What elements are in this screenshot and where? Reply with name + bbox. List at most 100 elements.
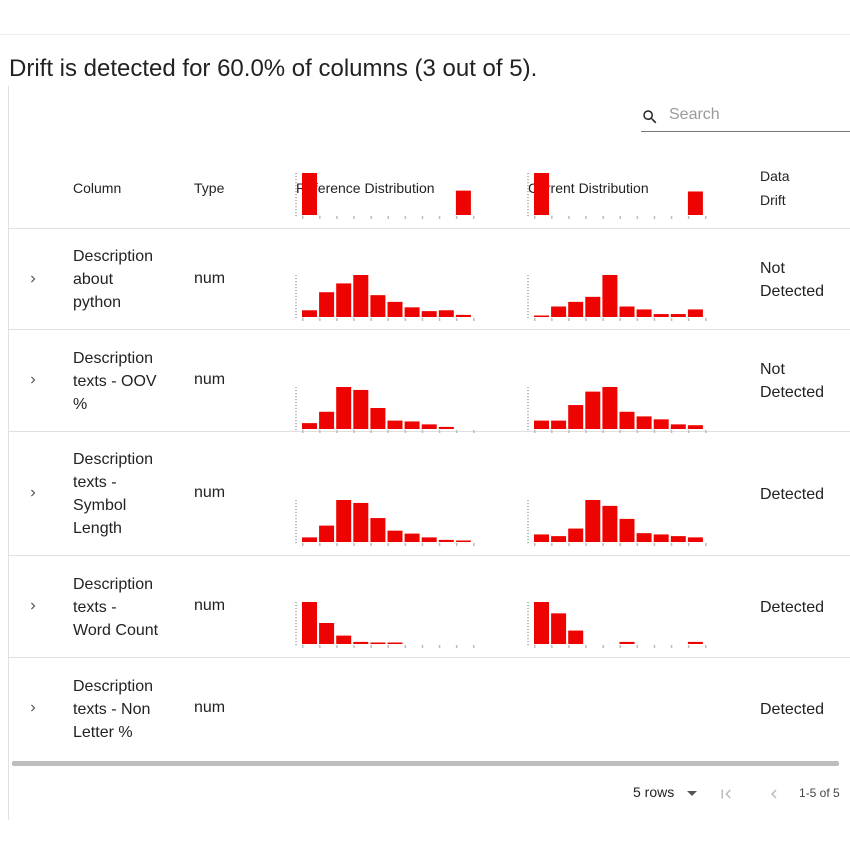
y-axis-tick — [295, 191, 297, 193]
x-axis-tick — [353, 430, 355, 433]
x-axis-tick — [319, 645, 321, 648]
x-axis-tick — [336, 216, 338, 219]
column-name-line: texts - OOV — [73, 372, 157, 390]
x-axis-tick — [568, 543, 570, 546]
y-axis-tick — [295, 176, 297, 178]
y-axis-tick — [295, 182, 297, 184]
y-axis-tick — [527, 191, 529, 193]
reference-distribution-chart — [295, 498, 485, 551]
x-axis-tick — [404, 216, 407, 219]
histogram-bar — [455, 190, 471, 215]
drift-status-line: Detected — [760, 700, 825, 718]
y-axis-tick — [295, 393, 297, 395]
y-axis-tick — [295, 396, 297, 398]
x-axis-tick — [636, 216, 639, 219]
histogram-bar — [421, 311, 437, 317]
y-axis-tick — [295, 206, 297, 208]
x-axis-tick — [568, 430, 570, 433]
expand-row-chevron-icon[interactable] — [26, 599, 40, 613]
header-data-drift[interactable]: Data Drift — [760, 164, 820, 212]
x-axis-tick — [687, 430, 690, 433]
table-row: Description texts - Symbol Length num Detecte… — [9, 387, 850, 556]
rows-per-page-select[interactable]: 5 rows — [633, 784, 698, 800]
x-axis-tick — [370, 216, 372, 219]
header-type[interactable]: Type — [194, 180, 225, 196]
column-name-line: texts - — [73, 474, 117, 491]
x-axis-tick — [455, 430, 458, 433]
y-axis-tick — [295, 212, 297, 214]
y-axis-tick — [527, 176, 529, 178]
x-axis-tick — [687, 318, 690, 321]
y-axis-tick — [527, 411, 529, 413]
previous-page-icon[interactable] — [765, 785, 783, 803]
histogram-bar — [534, 173, 549, 215]
x-axis-tick — [302, 318, 304, 321]
expand-row-chevron-icon[interactable] — [26, 373, 40, 387]
histogram-bar — [421, 537, 437, 542]
x-axis-tick — [370, 318, 372, 321]
x-axis-tick — [319, 318, 321, 321]
x-axis-tick — [670, 318, 673, 321]
y-axis-tick — [527, 314, 529, 316]
data-drift-cell: Not Detected — [760, 358, 850, 404]
reference-histogram — [295, 173, 475, 219]
y-axis-tick — [527, 308, 529, 310]
histogram-bar — [438, 426, 454, 429]
y-axis-tick — [295, 278, 297, 280]
y-axis-tick — [295, 197, 297, 199]
histogram-bar — [438, 310, 454, 317]
histogram-bar — [568, 301, 584, 317]
x-axis-tick — [387, 645, 389, 648]
histogram-bar — [421, 424, 437, 429]
histogram-bar — [585, 500, 601, 542]
histogram-bar — [302, 602, 317, 644]
histogram-bar — [302, 173, 317, 215]
y-axis-tick — [295, 429, 297, 431]
y-axis-tick — [527, 287, 529, 289]
x-axis-tick — [534, 543, 536, 546]
y-axis-tick — [527, 408, 529, 410]
x-axis-tick — [653, 645, 656, 648]
expand-row-chevron-icon[interactable] — [26, 486, 40, 500]
histogram-bar — [319, 623, 335, 644]
x-axis-tick — [421, 645, 424, 648]
y-axis-tick — [527, 185, 529, 187]
y-axis-tick — [295, 387, 297, 389]
search-box[interactable] — [641, 100, 850, 132]
column-name-line: Description — [73, 575, 154, 593]
search-input[interactable] — [669, 102, 849, 128]
x-axis-tick — [473, 216, 475, 219]
y-axis-tick — [527, 317, 529, 319]
histogram-bar — [370, 518, 386, 542]
x-axis-tick — [438, 645, 441, 648]
first-page-icon[interactable] — [717, 785, 735, 803]
y-axis-tick — [527, 608, 529, 610]
y-axis-tick — [527, 533, 529, 535]
histogram-bar — [687, 309, 703, 317]
reference-histogram — [295, 387, 475, 433]
expand-row-chevron-icon[interactable] — [26, 272, 40, 286]
y-axis-tick — [527, 611, 529, 613]
current-histogram — [527, 500, 707, 546]
y-axis-tick — [527, 524, 529, 526]
x-axis-tick — [353, 543, 355, 546]
x-axis-tick — [421, 318, 424, 321]
y-axis-tick — [295, 179, 297, 181]
y-axis-tick — [295, 417, 297, 419]
y-axis-tick — [527, 512, 529, 514]
horizontal-scrollbar[interactable] — [12, 761, 839, 766]
y-axis-tick — [295, 390, 297, 392]
y-axis-tick — [295, 629, 297, 631]
histogram-bar — [653, 314, 669, 317]
header-column[interactable]: Column — [73, 180, 122, 196]
x-axis-tick — [551, 318, 553, 321]
y-axis-tick — [295, 530, 297, 532]
expand-row-chevron-icon[interactable] — [26, 701, 40, 715]
y-axis-tick — [527, 405, 529, 407]
histogram-bar — [336, 387, 352, 429]
y-axis-tick — [295, 623, 297, 625]
header-data-drift-line1: Data — [760, 168, 790, 184]
y-axis-tick — [295, 317, 297, 319]
y-axis-tick — [295, 512, 297, 514]
x-axis-tick — [585, 645, 587, 648]
